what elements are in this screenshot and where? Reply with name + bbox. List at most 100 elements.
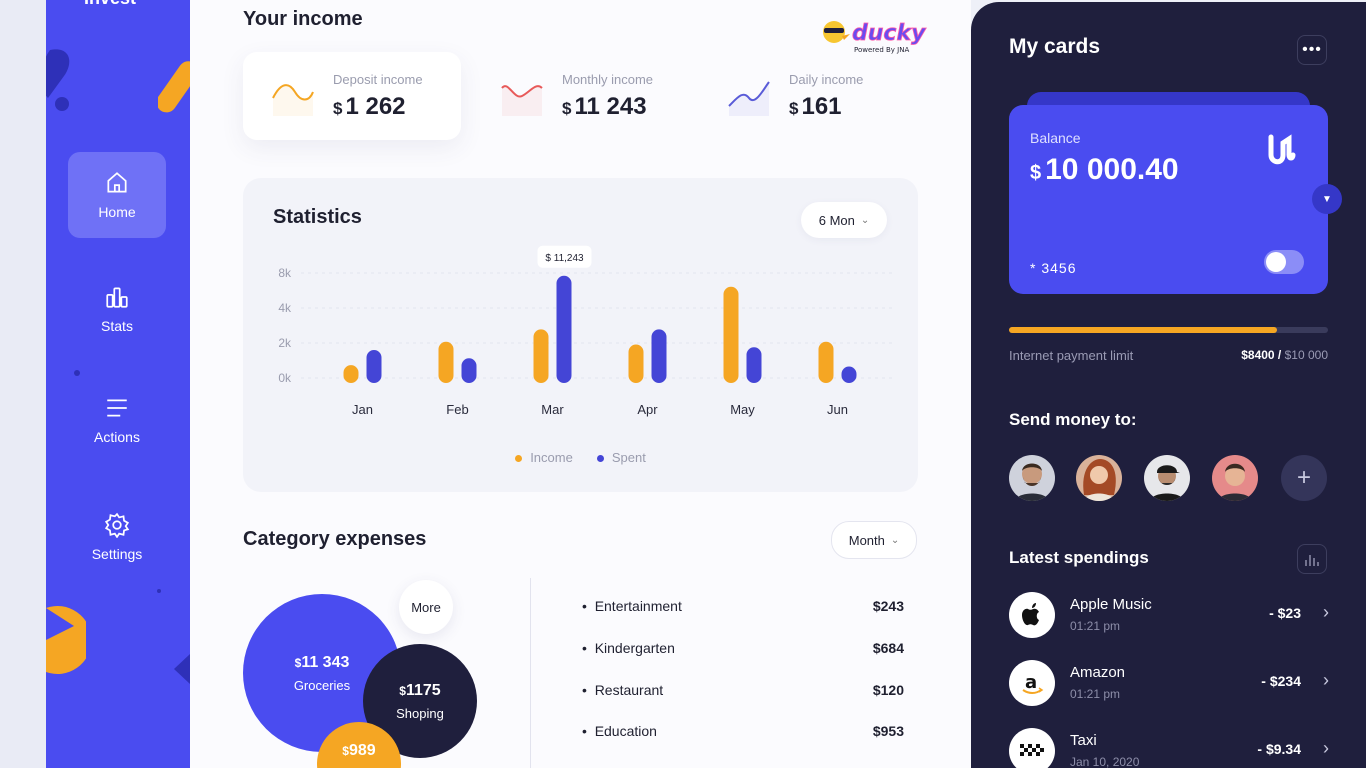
balance-label: Balance	[1030, 130, 1081, 146]
tooltip-box	[537, 245, 592, 268]
bar-spent	[746, 347, 762, 383]
spending-name: Apple Music	[1070, 596, 1152, 613]
contact-avatar[interactable]	[1009, 455, 1055, 501]
avatar-man-beard	[1009, 455, 1055, 501]
background-strip	[0, 0, 46, 768]
avatar-man-pink-bg	[1212, 455, 1258, 501]
bar-spent	[651, 329, 667, 383]
income-value: $161	[789, 92, 842, 120]
x-tick-label: Apr	[637, 402, 658, 417]
contact-avatar[interactable]	[1076, 455, 1122, 501]
income-value: $11 243	[562, 92, 647, 120]
add-contact-button[interactable]: +	[1281, 455, 1327, 501]
period-dropdown[interactable]: 6 Mon ⌄	[801, 202, 887, 238]
spending-item[interactable]: a Amazon 01:21 pm - $234 ›	[1009, 660, 1329, 708]
chevron-right-icon: ›	[1323, 738, 1329, 758]
contact-avatar[interactable]	[1212, 455, 1258, 501]
bar-chart-icon	[1305, 555, 1319, 566]
expense-row[interactable]: • Entertainment $243	[582, 598, 904, 614]
spendings-chart-button[interactable]	[1297, 544, 1327, 574]
chevron-right-icon: ›	[1323, 670, 1329, 690]
income-card-monthly: Monthly income $11 243	[500, 52, 700, 140]
x-tick-label: Mar	[541, 402, 564, 417]
card-expand-button[interactable]: ▼	[1312, 184, 1342, 214]
main-content: Your income ducky Powered By JNA Deposit…	[190, 0, 971, 768]
bar-income	[818, 341, 834, 383]
sidebar-item-stats[interactable]: Stats	[68, 266, 166, 352]
decor-shape-pill	[158, 61, 190, 113]
dots-icon: •••	[1302, 41, 1322, 58]
bar-income	[343, 365, 359, 383]
category-period-dropdown[interactable]: Month ⌄	[831, 521, 917, 559]
spending-time: Jan 10, 2020	[1070, 755, 1140, 768]
sidebar-item-actions[interactable]: Actions	[68, 377, 166, 463]
spending-amount: - $9.34	[1257, 741, 1301, 757]
taxi-icon	[1009, 728, 1055, 768]
chart-legend: Income Spent	[243, 450, 918, 465]
spending-amount: - $23	[1269, 605, 1301, 621]
avatar-woman-red-hair	[1076, 455, 1122, 501]
ducky-logo: ducky Powered By JNA	[823, 21, 927, 54]
bar-income	[723, 286, 739, 383]
bar-income	[533, 329, 549, 383]
statistics-panel: Statistics 6 Mon ⌄ 8k 4k 2k 0k Jan Feb Mar $ 11…	[243, 178, 918, 492]
decor-dot	[157, 589, 161, 593]
latest-title: Latest spendings	[1009, 548, 1149, 567]
spending-item[interactable]: Taxi Jan 10, 2020 - $9.34 ›	[1009, 728, 1329, 768]
wave-chart-icon	[728, 81, 770, 116]
expense-row[interactable]: • Restaurant $120	[582, 682, 904, 698]
decor-shape-blob	[46, 49, 70, 111]
gear-icon	[104, 512, 130, 538]
stats-icon	[106, 287, 128, 308]
decor-shape-triangle	[174, 654, 190, 684]
wave-chart-icon	[272, 84, 314, 116]
expense-row[interactable]: • Education $953	[582, 723, 904, 739]
bar-spent	[841, 366, 857, 383]
sidebar: Invest Home Stats Actions Settings	[46, 0, 190, 768]
limit-progress-fill	[1009, 327, 1277, 333]
caret-down-icon: ▼	[1322, 193, 1332, 205]
expense-row[interactable]: • Kindergarten $684	[582, 640, 904, 656]
x-tick-label: Feb	[446, 402, 468, 417]
more-options-button[interactable]: •••	[1297, 35, 1327, 65]
bar-income	[438, 341, 454, 383]
sidebar-item-label: Settings	[91, 546, 143, 562]
sidebar-item-label: Home	[98, 204, 136, 220]
limit-label: Internet payment limit	[1009, 348, 1134, 363]
expense-amount: $243	[872, 598, 904, 614]
menu-icon	[107, 399, 127, 417]
income-title: Your income	[243, 8, 363, 30]
card-toggle[interactable]	[1264, 250, 1304, 274]
income-card-deposit: Deposit income $1 262	[243, 52, 461, 140]
expense-name: Entertainment	[594, 598, 682, 614]
bank-card[interactable]: Balance $10 000.40 * 3456	[1009, 105, 1328, 294]
home-icon	[107, 172, 127, 193]
decor-shape-pacman	[46, 606, 86, 674]
income-label: Daily income	[789, 71, 864, 87]
category-title: Category expenses	[243, 528, 427, 550]
bar-spent	[366, 350, 382, 383]
y-tick-label: 2k	[278, 336, 292, 350]
expense-name: Education	[594, 723, 657, 739]
period-value: 6 Mon	[818, 212, 855, 228]
cards-panel: My cards ••• Balance $10 000.40 * 3456 ▼…	[971, 2, 1366, 768]
contact-avatar[interactable]	[1144, 455, 1190, 501]
bar-spent	[461, 358, 477, 383]
more-button[interactable]: More	[399, 580, 453, 634]
avatar-man-cap	[1144, 455, 1190, 501]
y-tick-label: 8k	[278, 266, 292, 280]
income-value: $1 262	[333, 92, 406, 120]
sidebar-item-label: Actions	[94, 429, 140, 445]
statistics-chart: 8k 4k 2k 0k Jan Feb Mar $ 11,243 Apr May Jun	[278, 245, 893, 417]
amazon-icon: a	[1009, 660, 1055, 706]
expense-amount: $953	[872, 723, 904, 739]
sidebar-item-settings[interactable]: Settings	[68, 494, 166, 580]
chevron-down-icon: ⌄	[890, 534, 900, 546]
spending-item[interactable]: Apple Music 01:21 pm - $23 ›	[1009, 592, 1329, 640]
brand-name: Invest	[84, 0, 136, 9]
limit-value: $8400 / $10 000	[1241, 348, 1328, 362]
spending-time: 01:21 pm	[1070, 619, 1121, 633]
card-number: * 3456	[1030, 260, 1077, 276]
sidebar-item-home[interactable]: Home	[68, 152, 166, 238]
y-tick-label: 0k	[278, 371, 292, 385]
